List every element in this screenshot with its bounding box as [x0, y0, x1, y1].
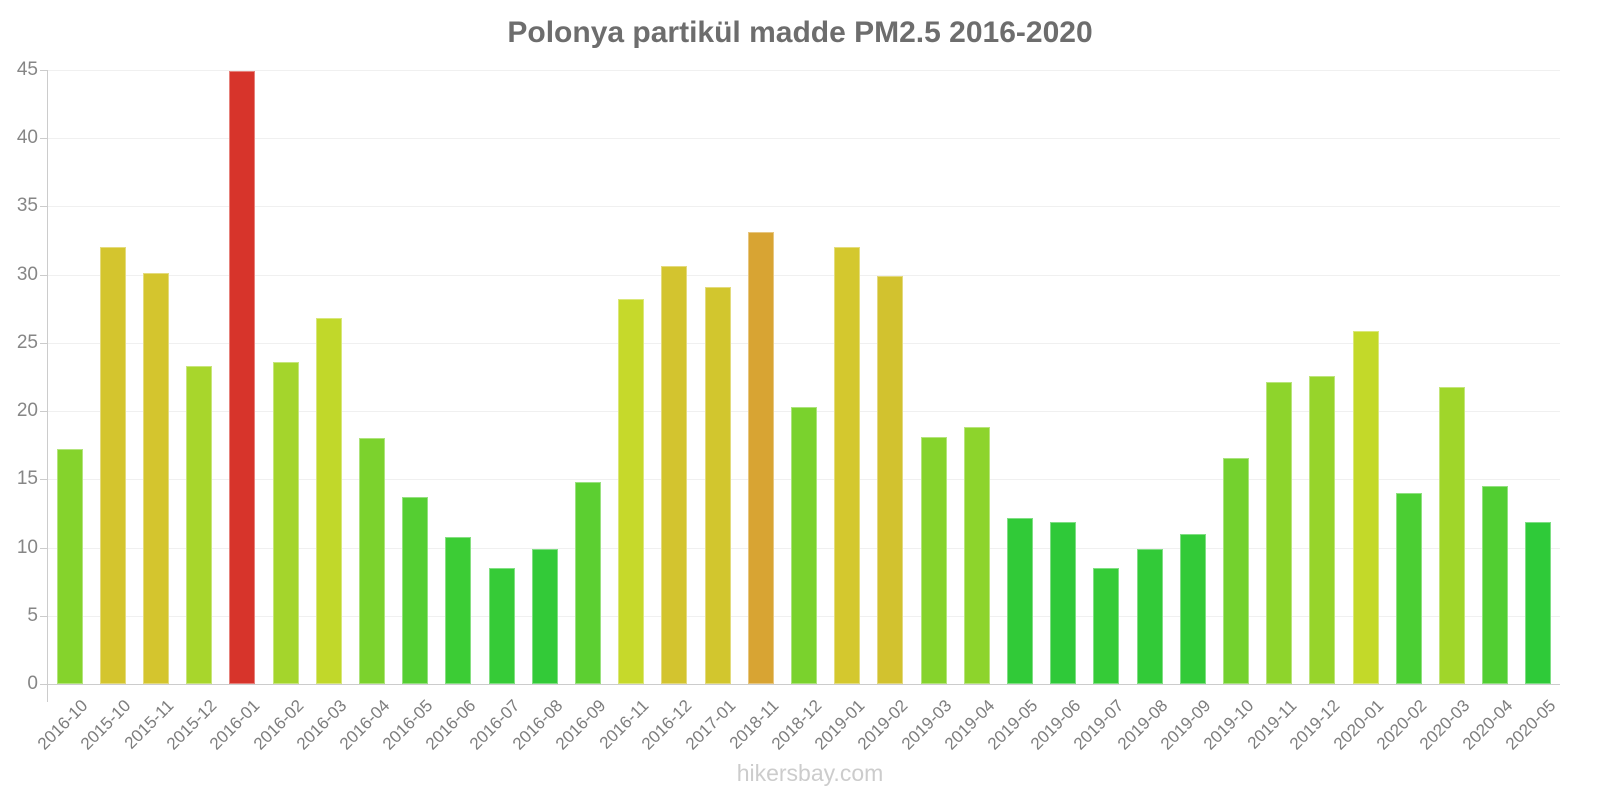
bar	[186, 366, 213, 684]
bar	[1525, 521, 1552, 684]
y-tick-label: 35	[16, 195, 38, 217]
bar	[834, 247, 861, 684]
chart-title: Polonya partikül madde PM2.5 2016-2020	[507, 16, 1093, 49]
bar	[272, 361, 299, 684]
y-axis-tick	[40, 206, 47, 208]
y-axis-tick	[40, 411, 47, 413]
watermark: hikersbay.com	[736, 760, 884, 786]
bar	[229, 71, 256, 684]
gridline	[48, 70, 1560, 71]
y-tick-label: 10	[16, 536, 38, 558]
bar	[1352, 330, 1379, 684]
bar	[1439, 386, 1465, 684]
bar	[1093, 568, 1120, 684]
x-axis-line	[48, 684, 1560, 685]
bar	[877, 276, 904, 684]
bar	[575, 482, 601, 684]
bar	[531, 548, 558, 684]
bar	[1482, 486, 1509, 684]
bar	[661, 266, 688, 684]
y-tick-label: 30	[16, 263, 38, 285]
y-axis-tick	[40, 615, 47, 617]
y-tick-label: 15	[16, 468, 38, 490]
y-axis-tick	[40, 138, 47, 140]
y-tick-label: 20	[16, 400, 38, 422]
y-tick-label: 40	[16, 127, 38, 149]
bar	[1223, 457, 1249, 684]
y-axis-tick	[40, 479, 47, 481]
bar	[143, 273, 169, 684]
bar	[920, 437, 947, 684]
gridline	[48, 206, 1560, 208]
bar	[99, 247, 126, 684]
bar	[747, 232, 774, 684]
bar	[1395, 492, 1422, 684]
y-tick-label: 45	[16, 59, 38, 80]
gridline	[48, 138, 1560, 140]
bar	[445, 536, 472, 684]
bar	[402, 497, 429, 684]
bar	[704, 286, 731, 684]
bar	[1266, 382, 1293, 684]
bar	[359, 438, 385, 684]
y-axis-tick	[40, 684, 47, 685]
y-axis-line	[47, 70, 48, 702]
gridline	[48, 342, 1560, 344]
y-axis-tick	[40, 70, 47, 71]
bar	[315, 318, 342, 684]
y-tick-label: 0	[27, 673, 38, 694]
y-tick-label: 25	[16, 331, 38, 353]
bar	[791, 407, 817, 684]
bar	[488, 568, 515, 684]
gridline	[48, 274, 1560, 276]
y-axis-tick	[40, 547, 47, 549]
bar	[1309, 375, 1336, 684]
y-axis-tick	[40, 274, 47, 276]
y-axis-tick	[40, 342, 47, 344]
bar	[56, 449, 83, 684]
bar	[1136, 548, 1163, 684]
bar	[963, 427, 990, 684]
bar	[1050, 521, 1077, 684]
bar	[618, 299, 645, 684]
bar	[1007, 517, 1033, 684]
y-tick-label: 5	[27, 604, 38, 626]
bar	[1179, 533, 1206, 684]
